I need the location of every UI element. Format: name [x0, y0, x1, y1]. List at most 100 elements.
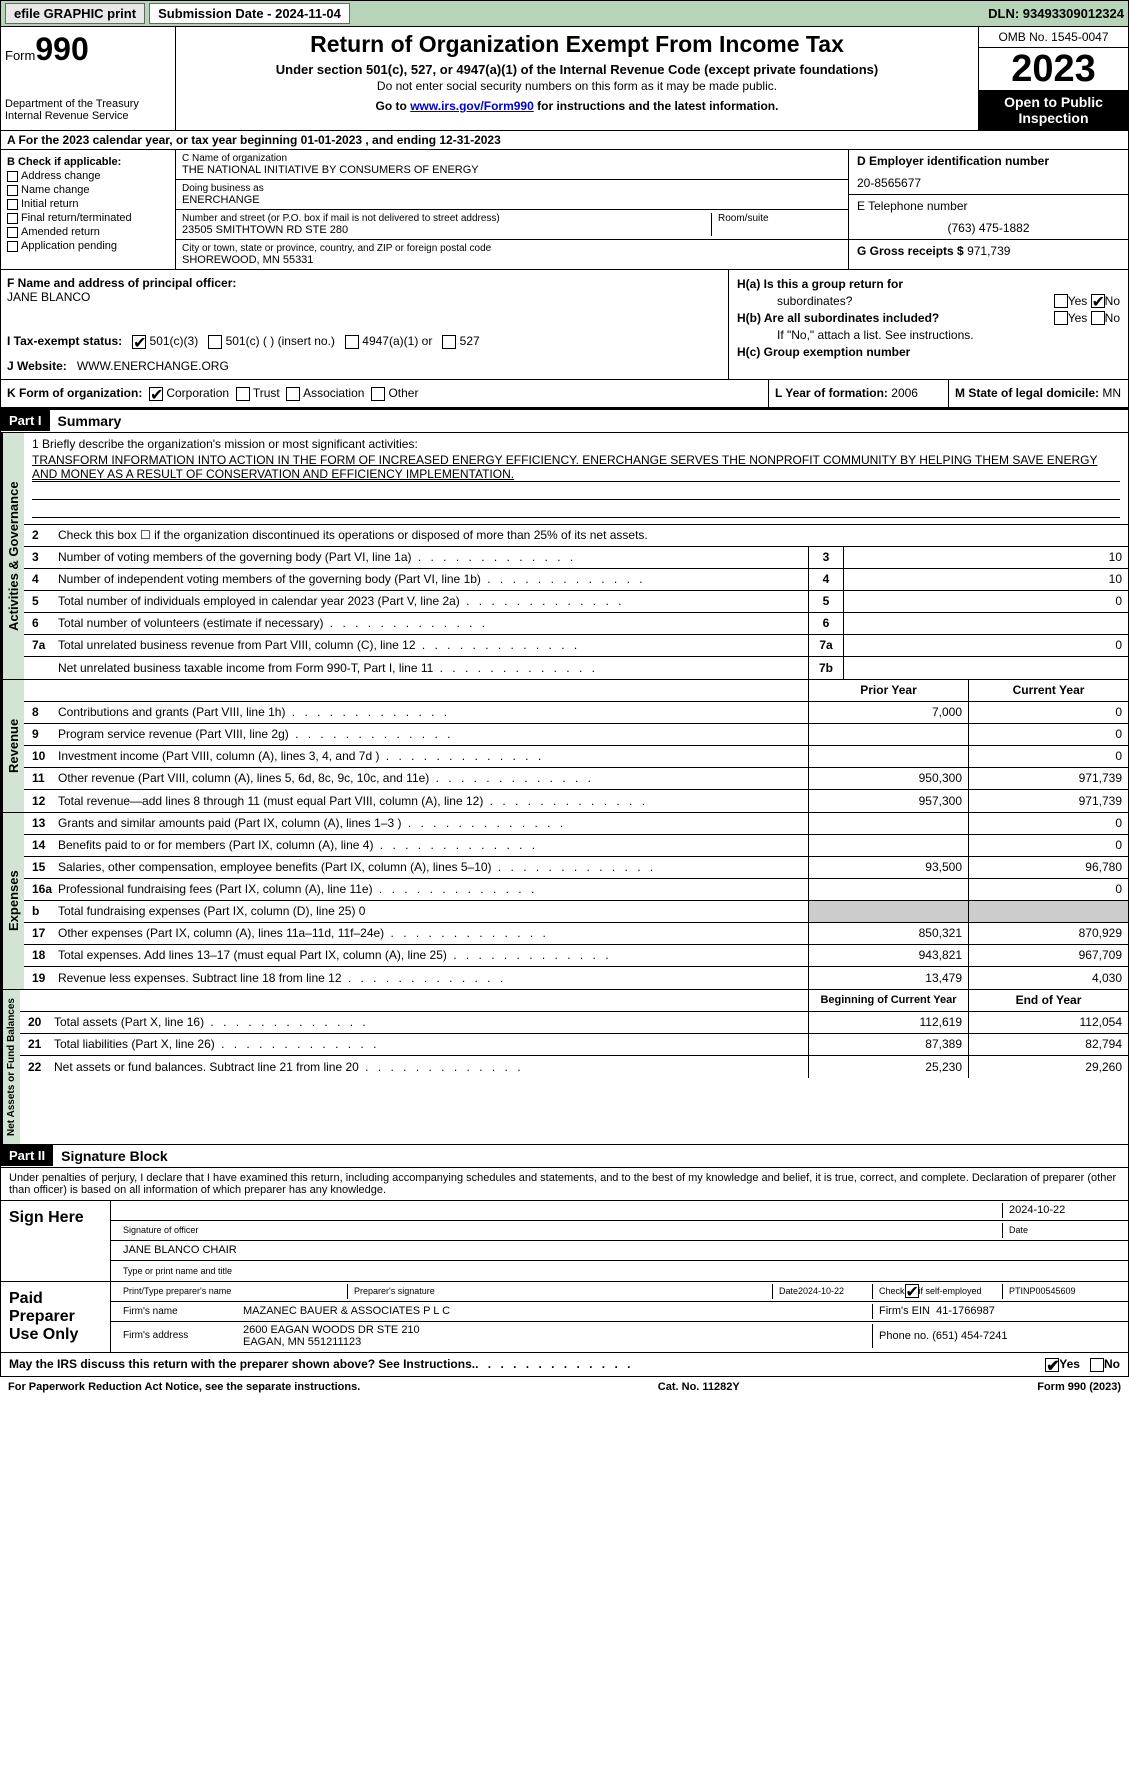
chk-final-return[interactable]: Final return/terminated: [7, 212, 169, 224]
chk-name-change[interactable]: Name change: [7, 184, 169, 196]
self-emp-chk[interactable]: Check if self-employed: [872, 1284, 1002, 1299]
line-text: Contributions and grants (Part VIII, lin…: [54, 703, 808, 721]
line-prior: 850,321: [808, 923, 968, 944]
line-num: 22: [20, 1060, 50, 1074]
tel-value: (763) 475-1882: [857, 221, 1120, 235]
firm-ein: 41-1766987: [936, 1305, 995, 1317]
row-k: K Form of organization: Corporation Trus…: [0, 380, 1129, 408]
col-c-org-info: C Name of organization THE NATIONAL INIT…: [176, 150, 848, 269]
form-header: Form990 Department of the Treasury Inter…: [0, 27, 1129, 131]
discuss-yes[interactable]: [1045, 1358, 1059, 1372]
line-text: Number of independent voting members of …: [54, 570, 808, 588]
website-value: WWW.ENERCHANGE.ORG: [77, 359, 229, 373]
line-prior: 25,230: [808, 1056, 968, 1078]
prep-date: 2024-10-22: [798, 1286, 844, 1296]
part2-header: Part II: [1, 1145, 53, 1166]
chk-trust[interactable]: [236, 387, 250, 401]
firm-name: MAZANEC BAUER & ASSOCIATES P L C: [237, 1305, 872, 1317]
chk-4947[interactable]: [345, 335, 359, 349]
hb-no[interactable]: [1091, 311, 1105, 325]
line-current: 0: [968, 724, 1128, 745]
firm-name-label: Firm's name: [117, 1306, 237, 1317]
org-name-label: C Name of organization: [182, 153, 842, 164]
ha-sub: subordinates?: [737, 294, 1054, 308]
line-text: Other revenue (Part VIII, column (A), li…: [54, 769, 808, 787]
firm-addr1: 2600 EAGAN WOODS DR STE 210: [243, 1324, 420, 1336]
line-num: 9: [24, 727, 54, 741]
line-value: 10: [843, 547, 1128, 568]
part1-title: Summary: [50, 410, 130, 432]
firm-addr2: EAGAN, MN 551211123: [243, 1336, 361, 1348]
line-num: 10: [24, 749, 54, 763]
line-num: 14: [24, 838, 54, 852]
omb-number: OMB No. 1545-0047: [979, 27, 1128, 48]
instructions-link-row: Go to www.irs.gov/Form990 for instructio…: [184, 99, 970, 113]
col-b-header: B Check if applicable:: [7, 156, 169, 168]
line-text: Salaries, other compensation, employee b…: [54, 858, 808, 876]
prep-sig-label: Preparer's signature: [347, 1284, 772, 1299]
line-num: 8: [24, 705, 54, 719]
section-bcd: B Check if applicable: Address change Na…: [0, 150, 1129, 270]
line-value: 0: [843, 635, 1128, 656]
ha-yes[interactable]: [1054, 294, 1068, 308]
mission-text: TRANSFORM INFORMATION INTO ACTION IN THE…: [32, 453, 1120, 482]
chk-initial-return[interactable]: Initial return: [7, 198, 169, 210]
line-current: 971,739: [968, 768, 1128, 789]
line-num: 21: [20, 1037, 50, 1051]
row-a-tax-year: A For the 2023 calendar year, or tax yea…: [0, 131, 1129, 150]
chk-app-pending[interactable]: Application pending: [7, 240, 169, 252]
line-text: Investment income (Part VIII, column (A)…: [54, 747, 808, 765]
line-text: Benefits paid to or for members (Part IX…: [54, 836, 808, 854]
gross-label: G Gross receipts $: [857, 244, 964, 258]
ssn-warning: Do not enter social security numbers on …: [184, 79, 970, 93]
current-year-hdr: Current Year: [968, 680, 1128, 701]
top-toolbar: efile GRAPHIC print Submission Date - 20…: [0, 0, 1129, 27]
addr-label: Number and street (or P.O. box if mail i…: [182, 213, 705, 224]
line-text: Total revenue—add lines 8 through 11 (mu…: [54, 792, 808, 810]
chk-amended[interactable]: Amended return: [7, 226, 169, 238]
form-ref: Form 990 (2023): [1037, 1381, 1121, 1393]
line-box: 7b: [808, 657, 843, 679]
chk-527[interactable]: [442, 335, 456, 349]
pra-notice: For Paperwork Reduction Act Notice, see …: [8, 1381, 360, 1393]
line-text: Program service revenue (Part VIII, line…: [54, 725, 808, 743]
city-label: City or town, state or province, country…: [182, 243, 842, 254]
line-num: 15: [24, 860, 54, 874]
chk-501c3[interactable]: [132, 335, 146, 349]
line-num: 2: [24, 528, 54, 542]
ha-no[interactable]: [1091, 294, 1105, 308]
line-prior: 7,000: [808, 702, 968, 723]
part1-header: Part I: [1, 410, 50, 431]
line-num: 12: [24, 794, 54, 808]
discuss-no[interactable]: [1090, 1358, 1104, 1372]
irs-link[interactable]: www.irs.gov/Form990: [410, 99, 534, 113]
line-prior: 112,619: [808, 1012, 968, 1033]
cat-number: Cat. No. 11282Y: [658, 1381, 740, 1393]
line-num: 4: [24, 572, 54, 586]
line-current: 0: [968, 835, 1128, 856]
line-text: Other expenses (Part IX, column (A), lin…: [54, 924, 808, 942]
line-current: 0: [968, 813, 1128, 834]
chk-address-change[interactable]: Address change: [7, 170, 169, 182]
chk-other[interactable]: [371, 387, 385, 401]
line-current: 971,739: [968, 790, 1128, 812]
line-current: 0: [968, 746, 1128, 767]
line-num: 19: [24, 971, 54, 985]
line-text: Net unrelated business taxable income fr…: [54, 659, 808, 677]
hb-yes[interactable]: [1054, 311, 1068, 325]
chk-assoc[interactable]: [286, 387, 300, 401]
line-text: Grants and similar amounts paid (Part IX…: [54, 814, 808, 832]
line-value: 10: [843, 569, 1128, 590]
domicile-state: MN: [1102, 386, 1121, 400]
form-org-label: K Form of organization:: [7, 386, 142, 400]
line-num: 11: [24, 771, 54, 785]
line-prior: 13,479: [808, 967, 968, 989]
line-value: [843, 657, 1128, 679]
line-text: Revenue less expenses. Subtract line 18 …: [54, 969, 808, 987]
sig-officer-label: Signature of officer: [117, 1225, 1002, 1235]
chk-corp[interactable]: [149, 387, 163, 401]
line-prior: 87,389: [808, 1034, 968, 1055]
line-prior: [808, 835, 968, 856]
chk-501c[interactable]: [208, 335, 222, 349]
efile-button[interactable]: efile GRAPHIC print: [5, 3, 145, 24]
